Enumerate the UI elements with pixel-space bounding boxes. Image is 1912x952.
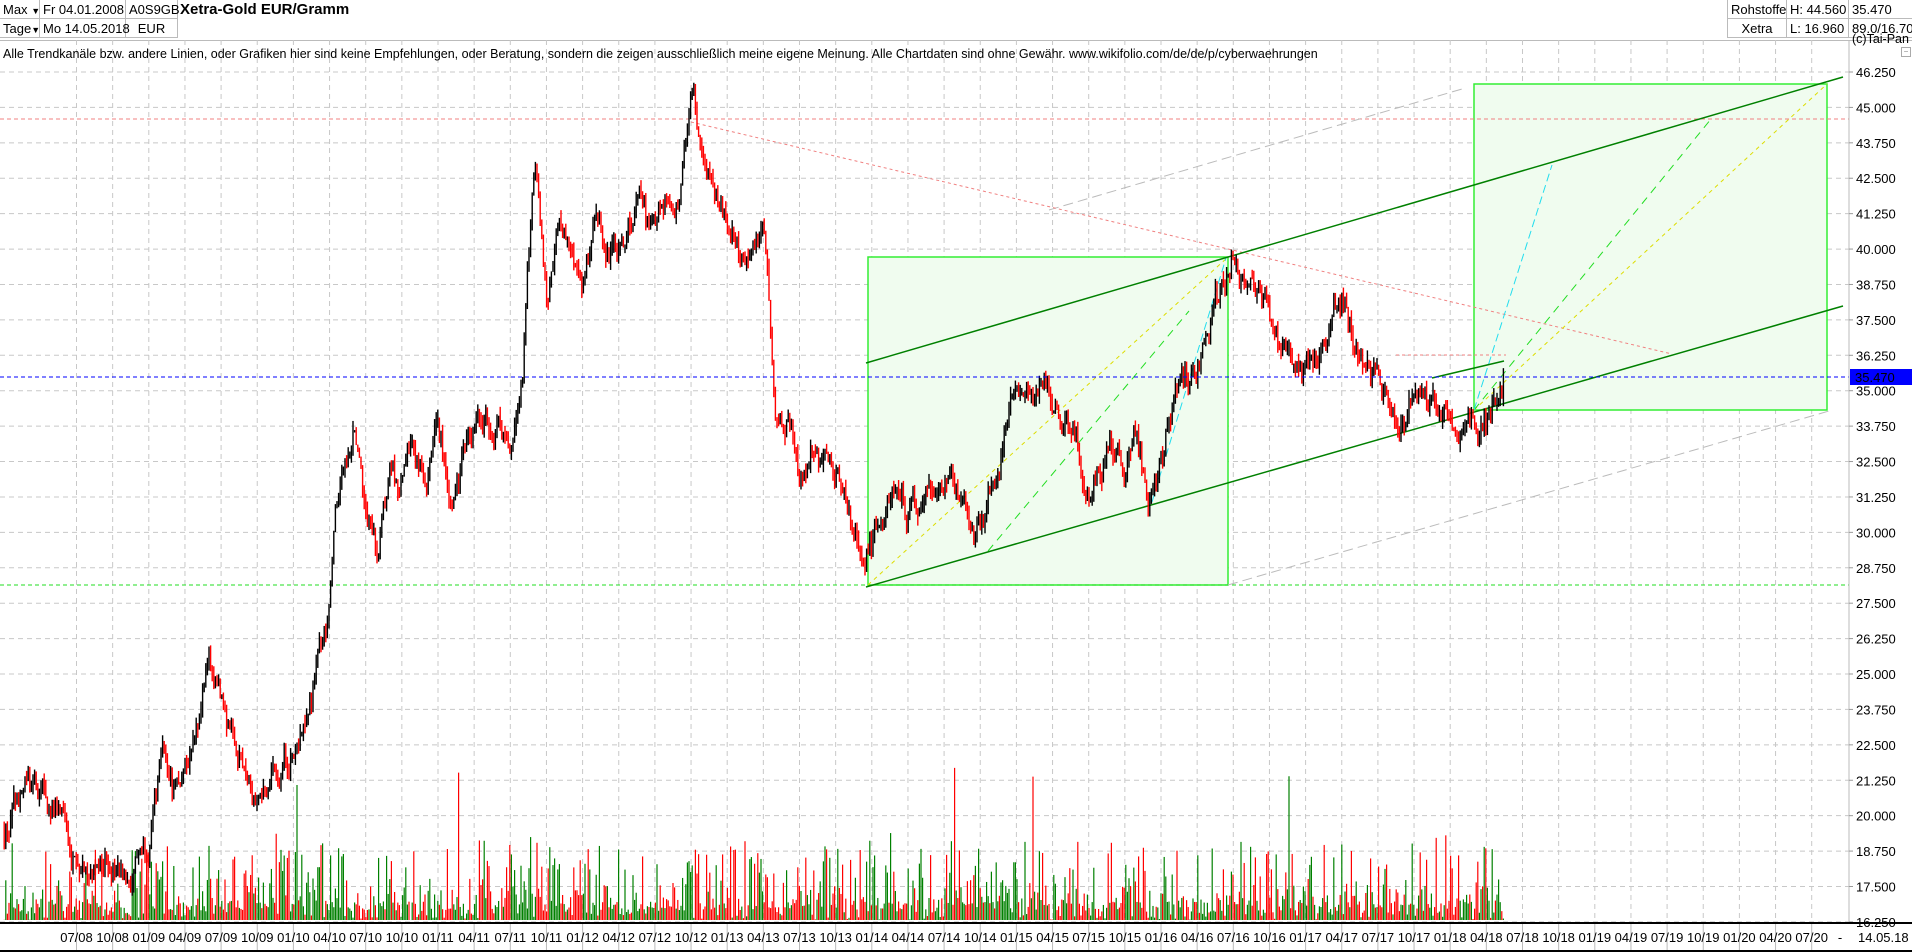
y-tick-label: 35.000 (1856, 384, 1896, 399)
cyan-fan-2 (1473, 164, 1553, 411)
red-downtrend-line (690, 121, 1673, 355)
last-price-tag (1850, 369, 1912, 385)
y-tick-label: 33.750 (1856, 419, 1896, 434)
y-tick-label: 18.750 (1856, 844, 1896, 859)
chart-header: Max ▼ Tage▼ Fr 04.01.2008 Mo 14.05.2018 … (0, 0, 1912, 41)
low-value: L: 16.960 (1787, 19, 1849, 38)
y-tick-label: 32.500 (1856, 455, 1896, 470)
currency: EUR (126, 19, 178, 38)
last-price-tag-label: 35.470 (1855, 370, 1895, 385)
y-tick-label: 25.000 (1856, 667, 1896, 682)
y-tick-label: 17.500 (1856, 879, 1896, 894)
y-tick-label: 21.250 (1856, 773, 1896, 788)
y-tick-label: 23.750 (1856, 702, 1896, 717)
price-bars (3, 82, 1505, 896)
gray-channel-lower (1227, 410, 1830, 586)
x-axis-bar (0, 922, 1912, 952)
short-channel-line (1431, 360, 1505, 379)
green-fan-1 (987, 310, 1190, 552)
y-tick-label: 28.750 (1856, 561, 1896, 576)
exchange: Xetra (1727, 19, 1787, 38)
yellow-diagonal-1 (867, 256, 1229, 586)
y-tick-label: 36.250 (1856, 348, 1896, 363)
dropdown-arrow-icon: ▼ (31, 25, 41, 35)
price-range: 89.0/16.70 (1849, 19, 1912, 38)
interval-select[interactable]: Tage▼ (0, 19, 40, 38)
last-price: 35.470 (1849, 0, 1912, 19)
y-tick-label: 41.250 (1856, 207, 1896, 222)
y-tick-label: 42.500 (1856, 171, 1896, 186)
y-tick-label: 43.750 (1856, 136, 1896, 151)
y-tick-label: 30.000 (1856, 525, 1896, 540)
collapse-icon[interactable]: − (1901, 47, 1911, 57)
y-tick-label: 40.000 (1856, 242, 1896, 257)
drawings (0, 76, 1849, 588)
interval-select-value: Tage (3, 21, 32, 36)
dropdown-arrow-icon: ▼ (31, 6, 41, 16)
y-tick-label: 22.500 (1856, 738, 1896, 753)
green-fan-2 (1473, 118, 1712, 411)
y-tick-label: 46.250 (1856, 65, 1896, 80)
y-axis: 46.250 45.000 43.750 42.500 41.250 40.000 38.7… (1849, 65, 1896, 930)
high-value: H: 44.560 (1787, 0, 1849, 19)
gray-channel-upper (1048, 88, 1463, 211)
chart-title: Xetra-Gold EUR/Gramm (180, 1, 350, 18)
period-select[interactable]: Max ▼ (0, 0, 40, 19)
category: Rohstoffe (1727, 0, 1787, 19)
y-tick-label: 37.500 (1856, 313, 1896, 328)
y-tick-label: 20.000 (1856, 809, 1896, 824)
y-tick-label: 26.250 (1856, 632, 1896, 647)
isin: A0S9GB (126, 0, 180, 19)
date-to[interactable]: Mo 14.05.2018 (40, 19, 130, 38)
channel-lower-line (865, 305, 1844, 588)
y-tick-label: 27.500 (1856, 596, 1896, 611)
channel-upper-line (865, 76, 1844, 364)
y-tick-label: 31.250 (1856, 490, 1896, 505)
disclaimer-text: Alle Trendkanäle bzw. andere Linien, ode… (3, 47, 1318, 61)
period-select-value: Max (3, 2, 28, 17)
y-tick-label: 38.750 (1856, 277, 1896, 292)
y-tick-label: 45.000 (1856, 100, 1896, 115)
date-from[interactable]: Fr 04.01.2008 (40, 0, 126, 19)
copyright-label: (c)Tai-Pan (1852, 32, 1909, 46)
yellow-diagonal-2 (1473, 83, 1828, 411)
volume-bars (3, 767, 1505, 920)
